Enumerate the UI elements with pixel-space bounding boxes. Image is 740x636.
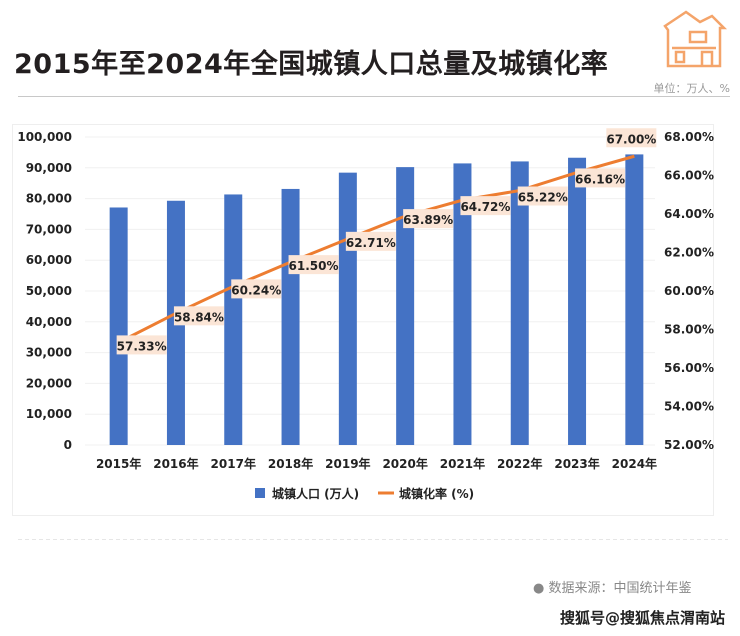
x-tick-label: 2021年: [440, 456, 485, 471]
data-label: 67.00%: [606, 132, 656, 146]
right-tick-label: 64.00%: [664, 207, 714, 221]
bar: [453, 163, 472, 445]
left-tick-label: 40,000: [26, 315, 72, 329]
bar: [625, 154, 644, 446]
data-label-bg: [460, 196, 511, 216]
page-title: 2015年至2024年全国城镇人口总量及城镇化率: [14, 49, 609, 80]
x-tick-label: 2017年: [211, 456, 256, 471]
data-label-bg: [288, 255, 339, 275]
x-tick-label: 2020年: [382, 456, 427, 471]
right-tick-label: 68.00%: [664, 130, 714, 144]
data-label-bg: [517, 186, 568, 206]
x-tick-label: 2019年: [325, 456, 370, 471]
legend-bar-label: 城镇人口 (万人): [272, 486, 359, 501]
left-tick-label: 70,000: [26, 222, 72, 236]
right-tick-label: 54.00%: [664, 400, 714, 414]
x-tick-label: 2015年: [96, 456, 141, 471]
right-tick-label: 60.00%: [664, 284, 714, 298]
data-label: 61.50%: [289, 259, 339, 273]
chart-frame: [12, 124, 714, 516]
bar: [109, 207, 128, 445]
left-tick-label: 60,000: [26, 253, 72, 267]
left-tick-label: 80,000: [26, 192, 72, 206]
data-source: ● 数据来源：中国统计年鉴: [533, 581, 692, 596]
data-label-bg: [173, 306, 224, 326]
right-tick-label: 58.00%: [664, 323, 714, 337]
x-tick-label: 2022年: [497, 456, 542, 471]
bar: [510, 161, 529, 445]
rate-line: [117, 154, 635, 344]
data-label: 60.24%: [231, 283, 281, 297]
bar: [281, 188, 300, 445]
data-label: 63.89%: [403, 213, 453, 227]
left-tick-label: 30,000: [26, 346, 72, 360]
right-tick-label: 52.00%: [664, 438, 714, 452]
data-label: 64.72%: [460, 200, 510, 214]
combo-chart: 0 10,000 20,000 30,000 40,000 50,000 60,000 70,…: [17, 128, 728, 540]
left-tick-label: 10,000: [26, 407, 72, 421]
bar: [396, 167, 415, 445]
bar: [224, 194, 243, 445]
data-label-bg: [116, 335, 167, 355]
data-label-bg: [231, 279, 282, 299]
left-tick-label: 0: [64, 438, 72, 452]
data-label-bg: [403, 209, 454, 229]
right-tick-label: 62.00%: [664, 246, 714, 260]
brand-watermark: 搜狐号@搜狐焦点渭南站: [560, 609, 726, 627]
left-tick-label: 100,000: [17, 130, 72, 144]
data-label: 66.16%: [575, 172, 625, 186]
data-label: 65.22%: [518, 191, 568, 205]
right-tick-label: 56.00%: [664, 361, 714, 375]
x-tick-label: 2024年: [612, 456, 657, 471]
data-label-bg: [575, 168, 626, 188]
data-label: 57.33%: [117, 339, 167, 353]
x-tick-label: 2018年: [268, 456, 313, 471]
divider: [18, 96, 730, 97]
right-tick-label: 66.00%: [664, 169, 714, 183]
left-tick-label: 90,000: [26, 161, 72, 175]
data-label-bg: [345, 231, 396, 251]
data-label: 62.71%: [346, 236, 396, 250]
data-label: 58.84%: [174, 310, 224, 324]
legend-line-label: 城镇化率 (%): [399, 486, 474, 501]
unit-label: 单位：万人、%: [653, 82, 730, 95]
x-tick-label: 2016年: [153, 456, 198, 471]
left-tick-label: 50,000: [26, 284, 72, 298]
x-tick-label: 2023年: [554, 456, 599, 471]
bar: [568, 157, 587, 445]
legend-bar-swatch: [255, 488, 265, 498]
left-tick-label: 20,000: [26, 376, 72, 390]
bar: [338, 172, 357, 445]
data-label-bg: [606, 128, 657, 148]
